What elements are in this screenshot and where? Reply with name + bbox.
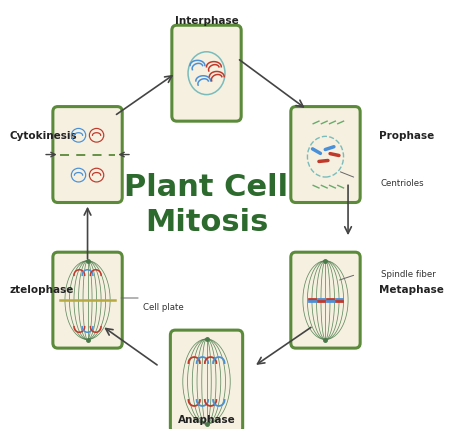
- FancyBboxPatch shape: [53, 252, 122, 348]
- Text: Cytokinesis: Cytokinesis: [9, 131, 77, 141]
- Text: Cell plate: Cell plate: [143, 302, 184, 311]
- Text: Spindle fiber: Spindle fiber: [381, 269, 436, 278]
- Text: Plant Cell
Mitosis: Plant Cell Mitosis: [125, 172, 288, 236]
- FancyBboxPatch shape: [291, 252, 360, 348]
- FancyBboxPatch shape: [171, 330, 243, 430]
- Text: Anaphase: Anaphase: [178, 414, 235, 424]
- FancyBboxPatch shape: [291, 108, 360, 203]
- Text: Prophase: Prophase: [379, 131, 434, 141]
- Text: Interphase: Interphase: [175, 15, 238, 26]
- Text: ztelophase: ztelophase: [9, 285, 74, 295]
- FancyBboxPatch shape: [53, 108, 122, 203]
- FancyBboxPatch shape: [172, 26, 241, 122]
- Text: Centrioles: Centrioles: [381, 178, 424, 187]
- Text: Metaphase: Metaphase: [379, 285, 444, 295]
